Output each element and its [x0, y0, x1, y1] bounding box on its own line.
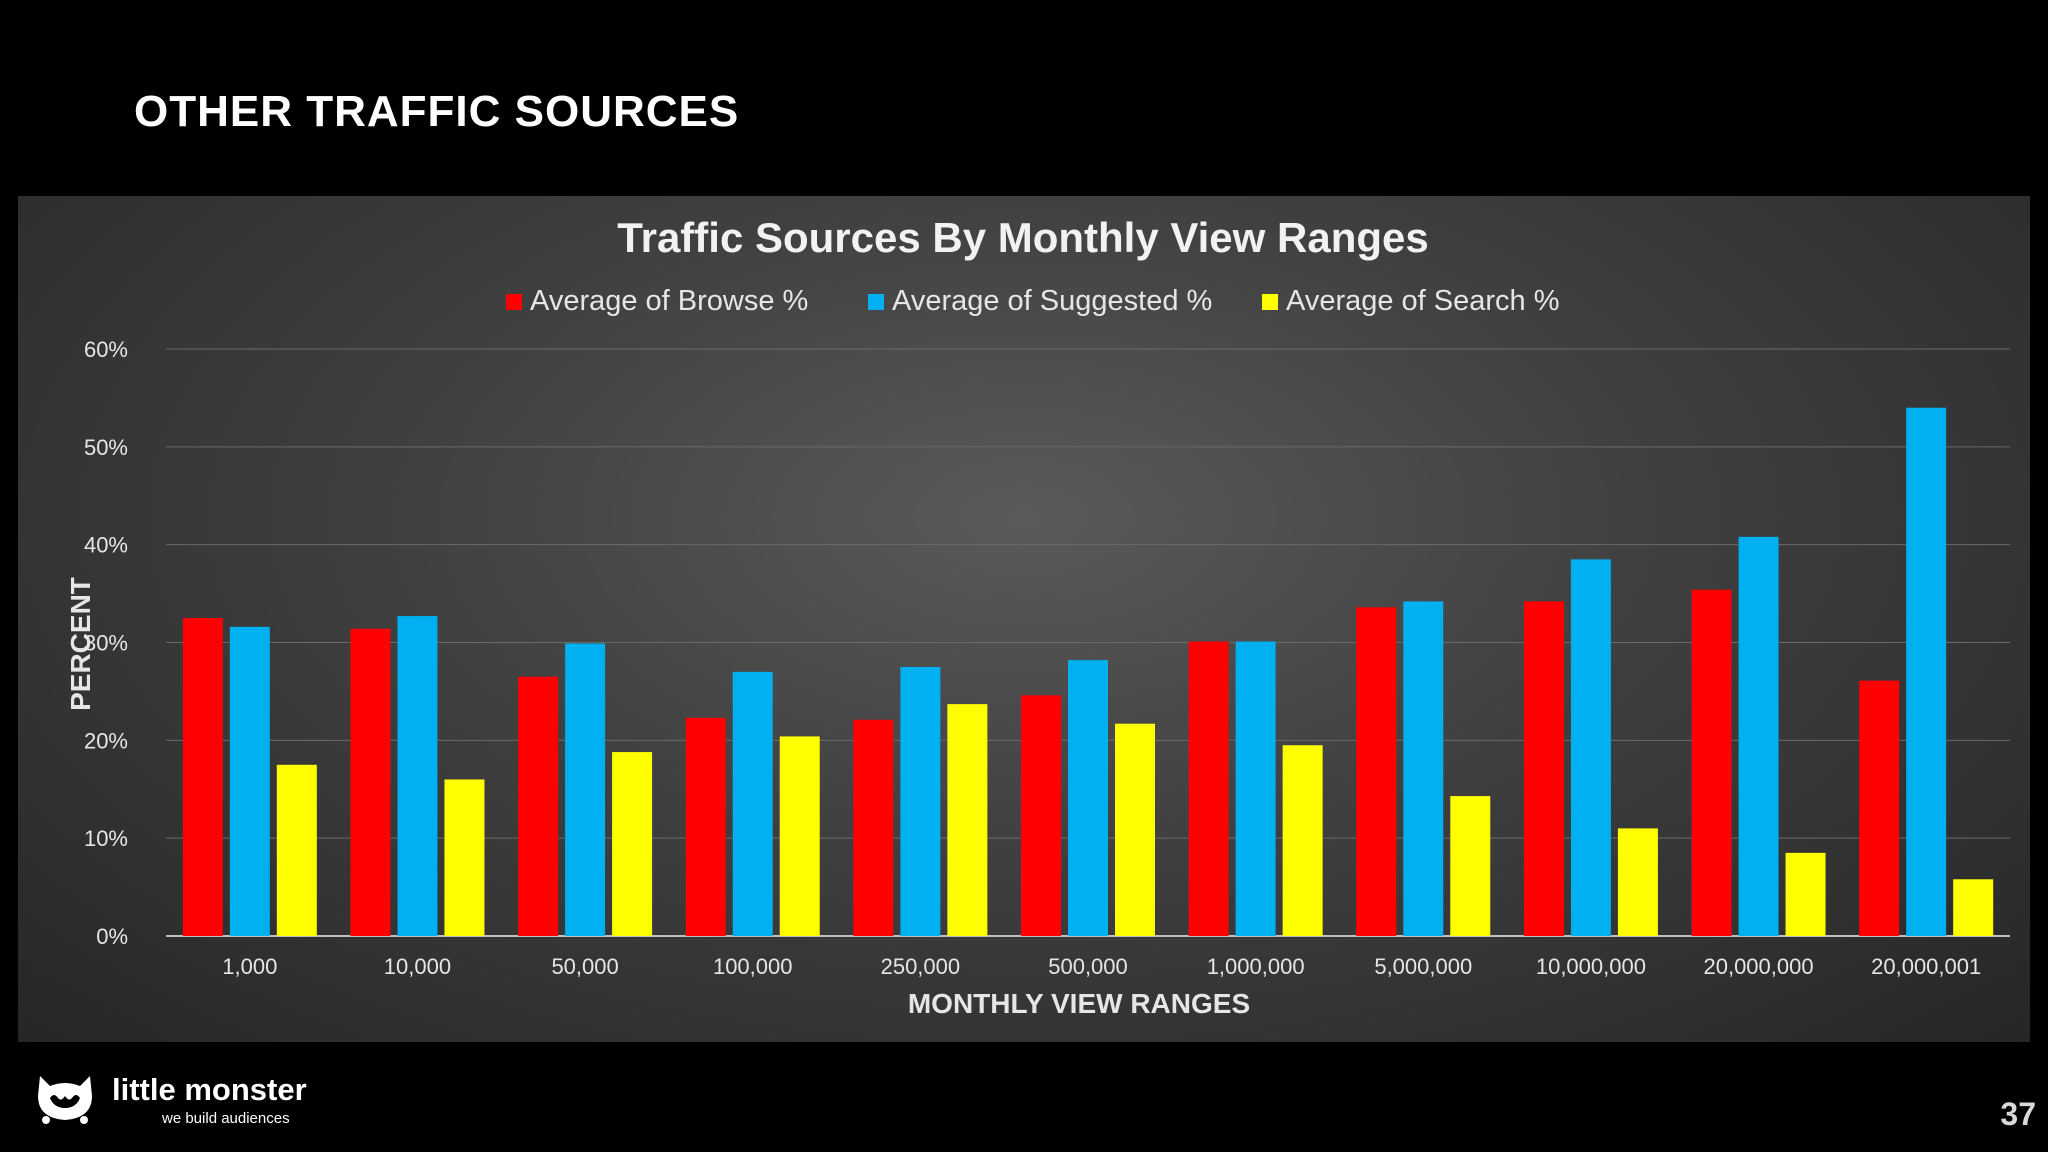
y-tick-label: 50%: [84, 435, 128, 460]
y-tick-label: 40%: [84, 533, 128, 558]
bar-average-of-search-6: [1282, 745, 1323, 936]
legend-swatch: [1262, 294, 1278, 310]
chart-title: Traffic Sources By Monthly View Ranges: [617, 214, 1428, 261]
x-tick-label: 100,000: [713, 954, 793, 979]
traffic-sources-chart: Traffic Sources By Monthly View Ranges A…: [65, 214, 2010, 1019]
x-tick-label: 10,000: [384, 954, 451, 979]
bar-average-of-suggested-6: [1235, 641, 1276, 936]
bar-average-of-suggested-1: [397, 616, 438, 936]
x-tick-label: 1,000: [222, 954, 277, 979]
logo-name: little monster: [112, 1072, 307, 1107]
bar-average-of-suggested-9: [1738, 536, 1779, 936]
bar-average-of-browse-2: [518, 676, 559, 936]
x-tick-label: 500,000: [1048, 954, 1128, 979]
bar-average-of-search-1: [444, 779, 485, 936]
legend-label: Average of Search %: [1286, 285, 1560, 317]
legend-label: Average of Browse %: [530, 285, 808, 317]
bar-average-of-suggested-5: [1068, 660, 1108, 936]
bar-average-of-browse-7: [1356, 607, 1397, 936]
x-tick-label: 50,000: [551, 954, 618, 979]
x-tick-label: 20,000,000: [1703, 954, 1813, 979]
monster-face-icon: [38, 1076, 92, 1124]
legend-swatch: [506, 294, 522, 310]
y-tick-label: 10%: [84, 826, 128, 851]
bar-average-of-search-5: [1115, 723, 1155, 936]
x-tick-label: 250,000: [881, 954, 961, 979]
x-axis-ticks: 1,000 10,000 50,000 100,000 250,000 500,000 1,…: [222, 954, 1981, 979]
bar-average-of-search-9: [1785, 852, 1826, 936]
x-tick-label: 20,000,001: [1871, 954, 1981, 979]
bar-average-of-browse-4: [853, 719, 894, 936]
bar-average-of-browse-9: [1691, 589, 1732, 936]
bar-average-of-search-7: [1450, 796, 1491, 936]
bar-average-of-browse-6: [1188, 641, 1229, 936]
bar-average-of-search-10: [1953, 879, 1994, 936]
bar-average-of-suggested-4: [900, 666, 941, 936]
bar-average-of-search-8: [1617, 828, 1658, 936]
y-tick-label: 60%: [84, 337, 128, 362]
logo-tagline: we build audiences: [162, 1110, 290, 1127]
y-tick-label: 20%: [84, 728, 128, 753]
x-tick-label: 10,000,000: [1536, 954, 1646, 979]
bar-average-of-search-3: [779, 736, 820, 936]
y-axis-ticks: 0% 10% 20% 30% 40% 50% 60%: [84, 337, 128, 949]
chart-bars: [182, 407, 1994, 936]
y-tick-label: 0%: [96, 924, 128, 949]
bar-average-of-browse-5: [1021, 695, 1061, 936]
bar-average-of-search-0: [276, 764, 317, 936]
bar-average-of-suggested-3: [732, 671, 773, 936]
bar-average-of-browse-8: [1523, 601, 1564, 936]
legend-swatch: [868, 294, 884, 310]
little-monster-logo: little monster we build audiences: [34, 1068, 334, 1127]
legend-label: Average of Suggested %: [892, 285, 1212, 317]
bar-average-of-suggested-7: [1403, 601, 1444, 936]
slide-title: OTHER TRAFFIC SOURCES: [134, 87, 740, 136]
y-tick-label: 30%: [84, 631, 128, 656]
bar-average-of-search-2: [612, 752, 653, 936]
bar-average-of-suggested-8: [1570, 559, 1611, 936]
y-axis-label: PERCENT: [65, 577, 96, 711]
bar-average-of-browse-0: [182, 618, 223, 936]
bar-average-of-suggested-0: [229, 626, 270, 936]
x-tick-label: 1,000,000: [1207, 954, 1305, 979]
chart-legend: Average of Browse % Average of Suggested …: [506, 285, 1560, 317]
bar-average-of-suggested-10: [1906, 407, 1947, 936]
x-tick-label: 5,000,000: [1374, 954, 1472, 979]
bar-average-of-browse-10: [1859, 680, 1900, 936]
bar-average-of-browse-1: [350, 628, 391, 936]
bar-average-of-search-4: [947, 704, 988, 936]
x-axis-label: MONTHLY VIEW RANGES: [908, 988, 1250, 1019]
bar-average-of-suggested-2: [565, 643, 606, 936]
bar-average-of-browse-3: [685, 717, 726, 936]
page-number: 37: [2000, 1096, 2036, 1132]
chart-panel: Traffic Sources By Monthly View Ranges A…: [18, 196, 2030, 1042]
